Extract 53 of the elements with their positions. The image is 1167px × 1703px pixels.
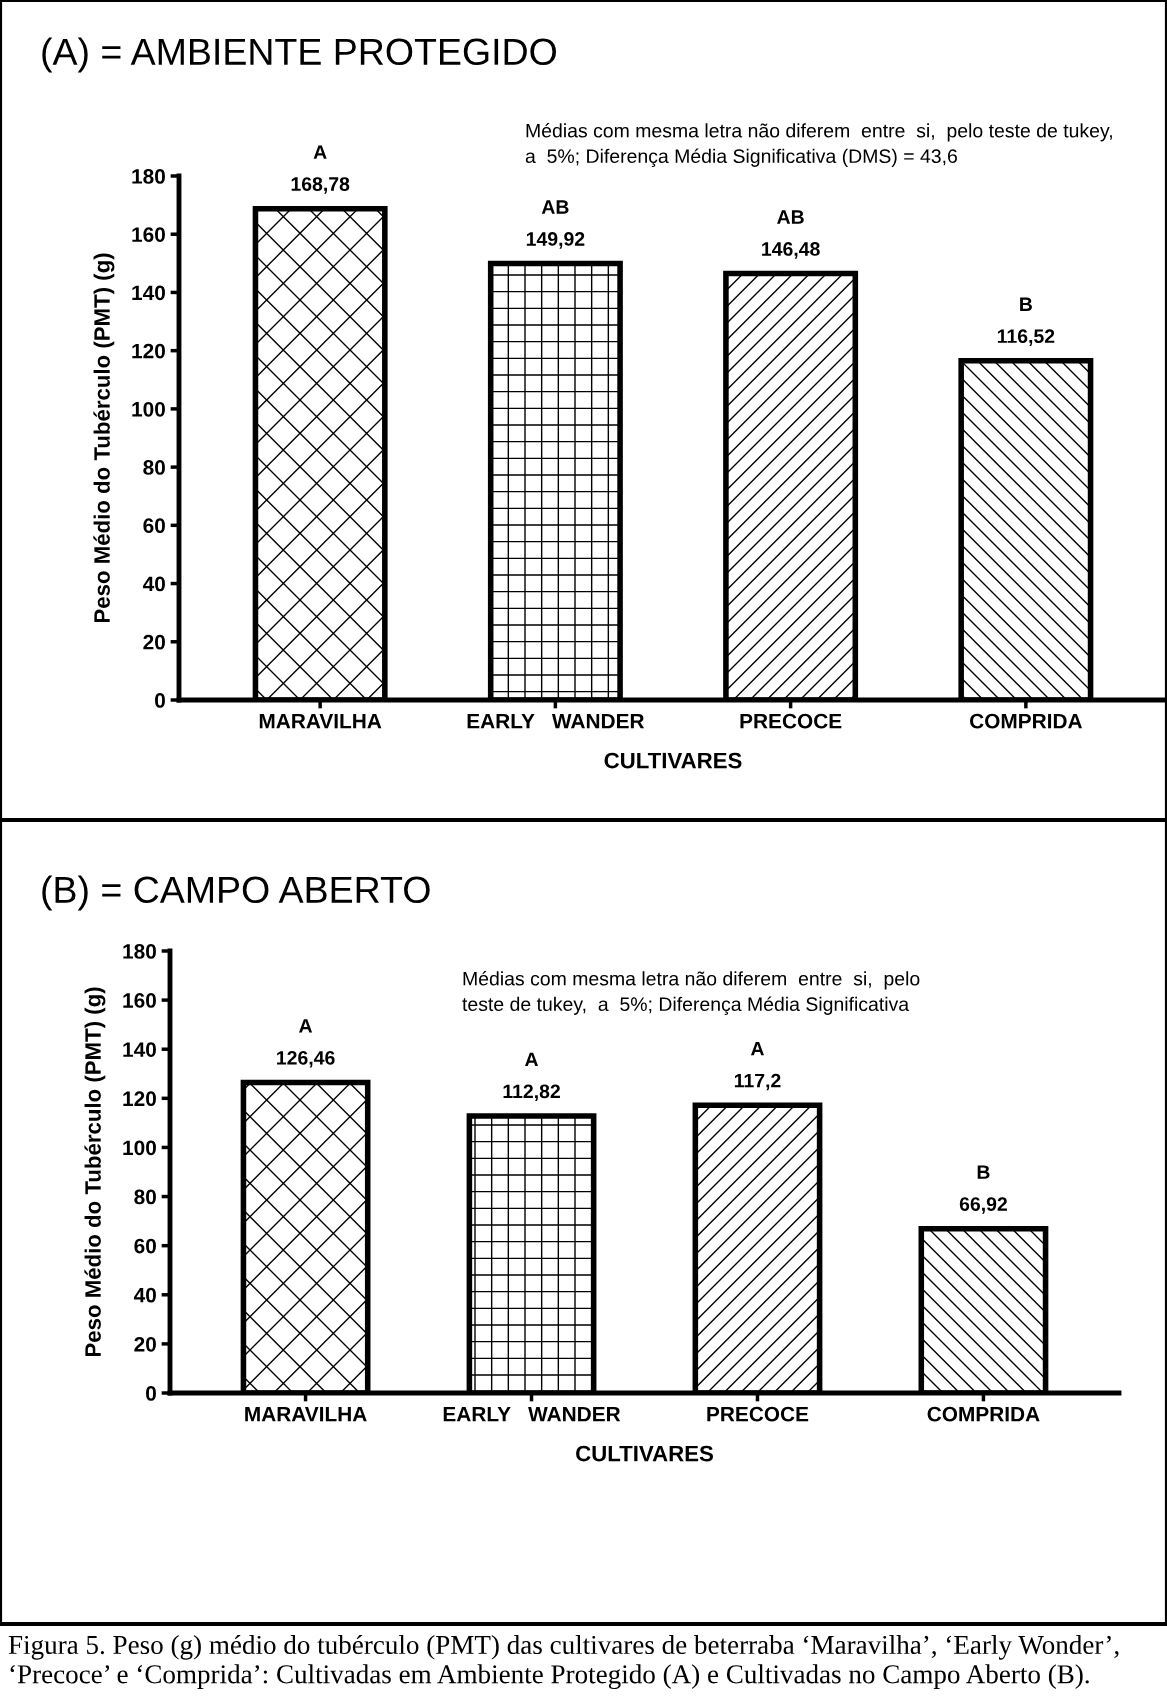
y-tick-label: 0	[155, 693, 165, 708]
y-axis-title: Peso Médio do Tubérculo (PMT) (g)	[84, 987, 106, 1357]
annotation: A	[313, 145, 327, 159]
y-tick-label: 180	[132, 169, 165, 184]
y-tick-label: 120	[132, 343, 165, 359]
annotation: AB	[541, 200, 569, 214]
y-tick-label: 100	[132, 401, 165, 417]
annotation: B	[1020, 297, 1032, 311]
y-tick-label: 80	[134, 1189, 156, 1205]
y-tick-label: 100	[123, 1140, 156, 1156]
annotation: Médias com mesma letra não diferem entre si, pelo teste de tukey, a 5%; Diferença Média Significativa	[462, 971, 920, 1015]
y-tick-label: 180	[123, 944, 156, 959]
y-tick-label: 140	[132, 285, 165, 301]
annotation: AB	[777, 210, 804, 224]
text: Figura 5. Peso (g) médio do tubérculo (PMT) das cultivares de beterraba ‘Maravilha’, ‘Early Wonder’, ‘Precoce’ e ‘Comprida’: Cultivadas em Ambiente Protegido (A) e Cultivadas no Campo Aberto (B).	[8, 1634, 1119, 1690]
chart-title: (A) = AMBIENTE PROTEGIDO	[42, 37, 556, 73]
x-tick-label: MARAVILHA	[259, 713, 382, 729]
y-tick-label: 80	[143, 460, 165, 475]
annotation: A	[750, 1041, 764, 1056]
data-label: 117,2	[734, 1073, 781, 1091]
x-tick-label: PRECOCE	[707, 1406, 809, 1422]
x-tick-label: COMPRIDA	[927, 1406, 1040, 1422]
data-label: 66,92	[959, 1197, 1007, 1214]
y-tick-label: 60	[134, 1238, 156, 1254]
x-tick-label: COMPRIDA	[970, 713, 1083, 729]
y-tick-label: 120	[123, 1091, 156, 1107]
data-label: 126,46	[277, 1050, 335, 1068]
y-tick-label: 40	[142, 576, 165, 592]
chart-title: (B) = CAMPO ABERTO	[42, 875, 430, 911]
y-tick-label: 160	[132, 227, 165, 242]
y-tick-label: 0	[146, 1386, 156, 1401]
y-axis-title: Peso Médio do Tubérculo (PMT) (g)	[93, 253, 115, 623]
data-label: 149,92	[526, 232, 585, 249]
annotation: A	[299, 1019, 313, 1033]
x-axis-title: CULTIVARES	[576, 1445, 713, 1462]
x-tick-label: EARLY WANDER	[467, 713, 645, 729]
y-tick-label: 20	[134, 1336, 156, 1352]
x-axis-title: CULTIVARES	[604, 752, 742, 769]
y-tick-label: 20	[143, 634, 165, 650]
y-tick-label: 40	[133, 1287, 156, 1303]
data-label: 116,52	[997, 329, 1055, 346]
y-tick-label: 140	[123, 1042, 156, 1057]
data-label: 168,78	[291, 177, 350, 194]
annotation: A	[524, 1052, 539, 1067]
data-label: 146,48	[762, 242, 820, 259]
data-label: 112,82	[503, 1084, 560, 1102]
annotation: B	[977, 1165, 990, 1179]
y-tick-label: 60	[143, 518, 165, 534]
x-tick-label: EARLY WANDER	[443, 1406, 621, 1422]
text: Médias com mesma letra não diferem entre si, pelo teste de tukey, a 5%; Diferença Média Significativa (DMS) = 43,6	[525, 123, 1112, 167]
x-tick-label: MARAVILHA	[245, 1406, 367, 1422]
x-tick-label: PRECOCE	[740, 713, 842, 729]
y-tick-label: 160	[123, 993, 156, 1008]
